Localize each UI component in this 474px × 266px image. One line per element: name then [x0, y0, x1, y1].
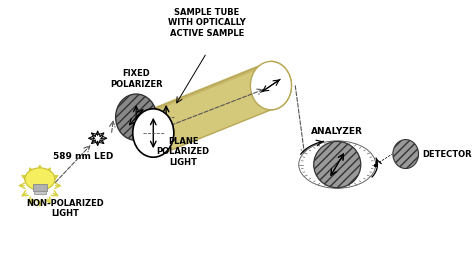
Polygon shape: [148, 61, 276, 110]
Text: ANALYZER: ANALYZER: [311, 127, 363, 136]
Text: SAMPLE TUBE
WITH OPTICALLY
ACTIVE SAMPLE: SAMPLE TUBE WITH OPTICALLY ACTIVE SAMPLE: [168, 8, 246, 38]
Ellipse shape: [133, 109, 174, 157]
FancyBboxPatch shape: [34, 191, 46, 194]
Text: PLANE
POLARIZED
LIGHT: PLANE POLARIZED LIGHT: [157, 137, 210, 167]
Text: DETECTOR: DETECTOR: [422, 149, 472, 159]
Text: 589 nm LED: 589 nm LED: [53, 152, 113, 161]
Text: NON-POLARIZED
LIGHT: NON-POLARIZED LIGHT: [27, 199, 104, 218]
Ellipse shape: [314, 142, 361, 188]
Ellipse shape: [116, 94, 157, 140]
Ellipse shape: [250, 61, 292, 110]
Ellipse shape: [25, 168, 55, 190]
Polygon shape: [153, 61, 292, 157]
FancyBboxPatch shape: [33, 184, 47, 192]
Ellipse shape: [393, 140, 419, 169]
Text: FIXED
POLARIZER: FIXED POLARIZER: [110, 69, 163, 89]
Circle shape: [299, 141, 376, 188]
